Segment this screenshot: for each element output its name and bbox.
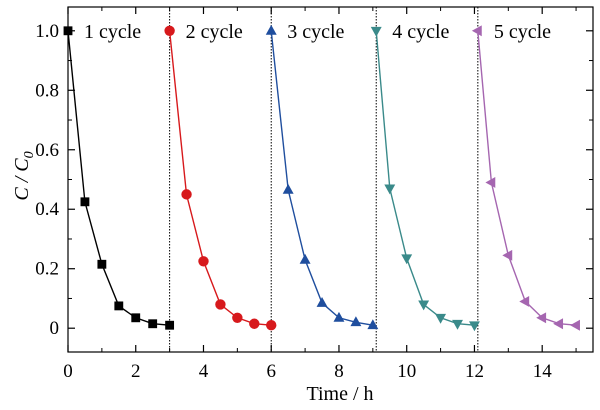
series-line [375, 30, 475, 326]
data-point [266, 320, 277, 331]
cycle-label: 3 cycle [287, 21, 344, 43]
cycle-label: 4 cycle [392, 21, 449, 43]
y-axis-title-sub: 0 [22, 151, 37, 158]
data-point [97, 259, 107, 269]
data-point [232, 312, 243, 323]
y-tick-label: 0 [50, 318, 60, 339]
data-point [114, 301, 124, 311]
data-point [502, 249, 513, 261]
data-point [164, 25, 175, 36]
x-axis-title: Time / h [306, 383, 373, 405]
cycle-boundaries [169, 7, 479, 352]
y-tick-label: 0.4 [35, 199, 59, 220]
data-point [553, 318, 564, 330]
y-tick-label: 0.8 [35, 80, 59, 101]
series-5 [471, 25, 580, 331]
data-point [148, 319, 158, 329]
data-point [418, 300, 430, 311]
data-point [265, 24, 277, 35]
data-point [485, 177, 496, 188]
x-tick-label: 4 [199, 361, 209, 382]
x-tick-label: 10 [397, 361, 416, 382]
series-line [67, 30, 170, 326]
series-line [477, 30, 577, 326]
y-tick-label: 0.6 [35, 140, 59, 161]
data-point [468, 321, 480, 332]
y-axis-title-main: C / C [11, 158, 33, 201]
data-point [570, 319, 580, 331]
axes: 0 2 4 6 8 10 12 14 0 0.2 0.4 0.6 0.8 1.0 [35, 7, 593, 382]
cycle-label: 2 cycle [186, 21, 243, 43]
series-1 [63, 26, 175, 330]
data-point [333, 311, 345, 322]
data-point [63, 26, 73, 36]
data-point [299, 253, 311, 264]
data-point [181, 189, 192, 200]
data-point [435, 313, 447, 324]
series-line [168, 30, 272, 326]
data-point [198, 256, 209, 267]
data-point [384, 184, 396, 195]
x-tick-label: 0 [63, 361, 73, 382]
y-tick-label: 0.2 [35, 259, 59, 280]
series-line [270, 30, 373, 326]
y-tick-label: 1.0 [35, 21, 59, 42]
data-point [215, 299, 226, 310]
data-point [471, 25, 482, 37]
plot-frame [67, 6, 594, 353]
x-tick-label: 14 [533, 361, 553, 382]
data-point [370, 26, 382, 37]
data-point [282, 183, 294, 194]
data-point [249, 318, 260, 329]
data-point [165, 320, 175, 330]
cycle-labels: 1 cycle 2 cycle 3 cycle 4 cycle 5 cycle [84, 21, 551, 43]
data-point [536, 312, 547, 324]
data-point [131, 313, 141, 323]
plot-area [67, 6, 594, 353]
series-layer [63, 24, 580, 332]
cycle-label: 5 cycle [494, 21, 551, 43]
x-tick-label: 6 [266, 361, 276, 382]
data-point [316, 296, 328, 307]
y-axis-title: C / C0 [11, 151, 37, 200]
series-3 [265, 24, 379, 330]
cycle-label: 1 cycle [84, 21, 141, 43]
series-2 [164, 25, 277, 331]
series-4 [370, 26, 480, 332]
data-point [452, 319, 463, 330]
x-tick-label: 12 [465, 361, 484, 382]
data-point [367, 319, 379, 330]
x-tick-label: 2 [131, 361, 141, 382]
data-point [519, 295, 530, 307]
data-point [350, 316, 362, 327]
data-point [80, 197, 90, 207]
x-tick-label: 8 [334, 361, 344, 382]
data-point [401, 254, 413, 265]
